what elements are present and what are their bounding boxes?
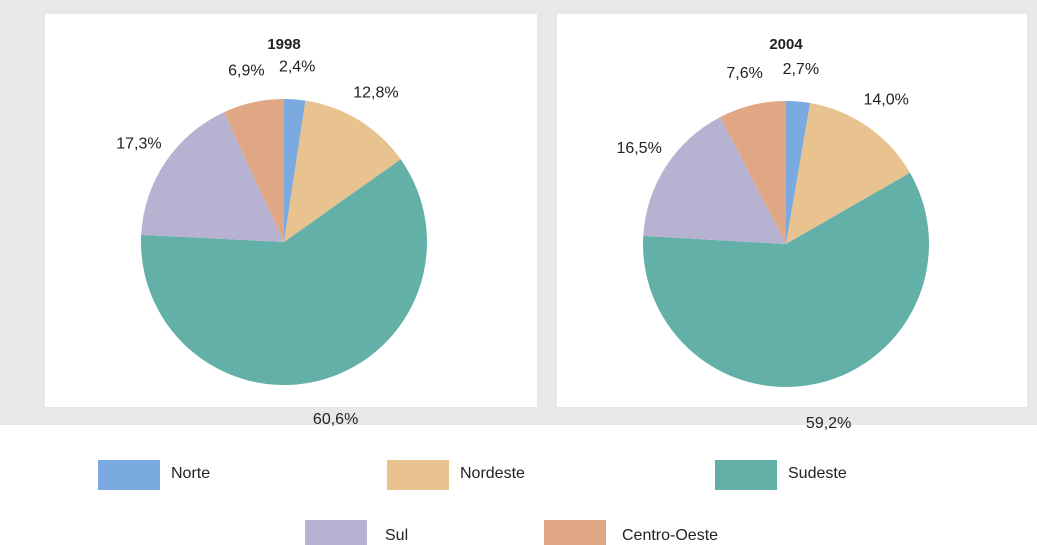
- data-label: 17,3%: [116, 135, 161, 152]
- pie-slice: [786, 103, 910, 244]
- legend-swatch: [544, 520, 606, 545]
- pie-slice: [223, 99, 284, 242]
- pie-slice: [720, 101, 786, 244]
- pie-slice: [786, 101, 811, 244]
- pie-slice: [643, 116, 786, 244]
- pie-slice: [643, 172, 929, 387]
- legend-label: Nordeste: [460, 465, 525, 482]
- data-label: 60,6%: [313, 411, 358, 428]
- data-label: 2,7%: [783, 61, 819, 78]
- legend-label: Norte: [171, 465, 210, 482]
- pie-slice: [141, 112, 284, 242]
- data-label: 59,2%: [806, 415, 851, 432]
- data-label: 14,0%: [863, 92, 908, 109]
- data-label: 2,4%: [279, 59, 315, 76]
- chart-title: 1998: [267, 36, 300, 53]
- legend-label: Sudeste: [788, 465, 847, 482]
- legend-swatch: [715, 460, 777, 490]
- legend-label: Centro-Oeste: [622, 527, 718, 544]
- legend-swatch: [387, 460, 449, 490]
- legend-swatch: [305, 520, 367, 545]
- data-label: 12,8%: [353, 84, 398, 101]
- data-label: 6,9%: [228, 62, 264, 79]
- pie-slice: [140, 159, 427, 385]
- pie-slice: [284, 100, 401, 242]
- pie-slice: [284, 99, 306, 242]
- data-label: 7,6%: [726, 65, 762, 82]
- chart-title: 2004: [769, 36, 803, 53]
- legend-swatch: [98, 460, 160, 490]
- data-label: 16,5%: [616, 140, 661, 157]
- legend-label: Sul: [385, 527, 408, 544]
